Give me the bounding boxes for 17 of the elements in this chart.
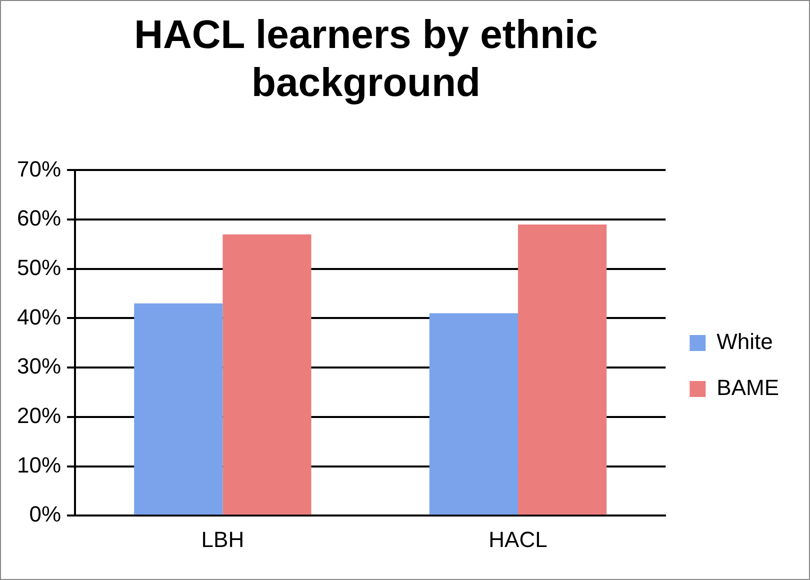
bar — [222, 234, 312, 515]
y-tick-label: 50% — [16, 254, 62, 280]
bar — [429, 313, 518, 515]
legend-label: BAME — [716, 375, 780, 400]
y-tick-label: 10% — [16, 452, 62, 478]
chart-title: HACL learners by ethnic background — [133, 12, 599, 107]
bar — [134, 303, 223, 515]
y-tick-label: 40% — [16, 304, 62, 330]
y-tick-label: 60% — [16, 206, 62, 231]
y-tick-label: 70% — [16, 156, 62, 182]
x-tick-label: HACL — [488, 526, 548, 552]
y-tick-label: 30% — [16, 354, 62, 379]
x-tick-label: LBH — [201, 526, 244, 552]
y-tick-label: 20% — [16, 402, 62, 428]
bar — [518, 224, 607, 515]
legend-label: White — [716, 329, 773, 354]
y-tick-label: 0% — [29, 502, 62, 527]
